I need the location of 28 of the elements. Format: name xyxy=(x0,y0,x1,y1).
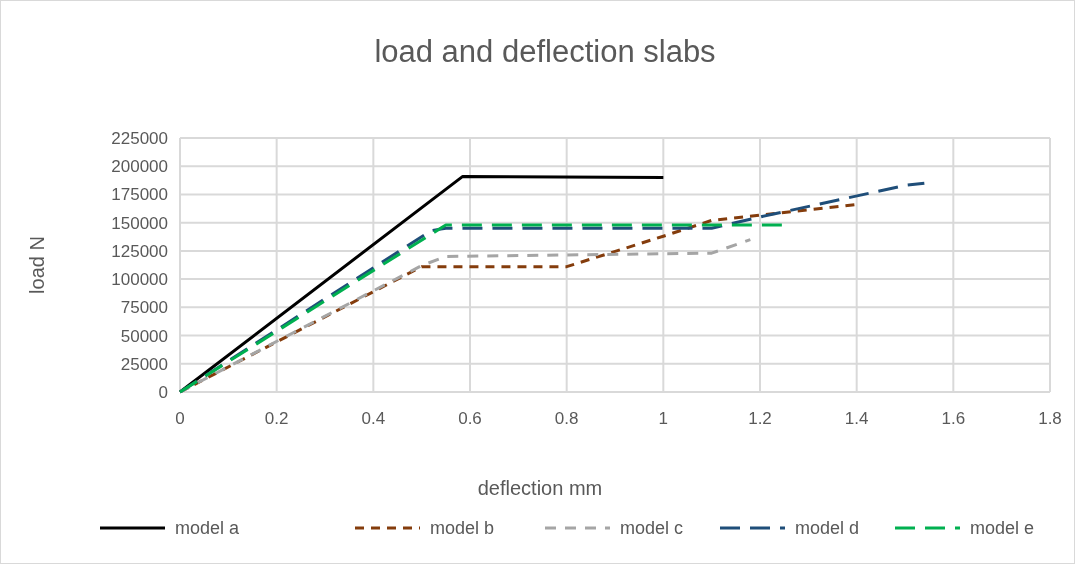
y-tick-label: 200000 xyxy=(111,157,168,177)
x-tick-label: 1.8 xyxy=(1038,409,1062,428)
y-tick-label: 125000 xyxy=(111,241,168,261)
x-tick-label: 1.6 xyxy=(941,409,966,428)
x-tick-label: 1.2 xyxy=(748,409,772,428)
legend-label: model b xyxy=(430,518,495,539)
y-tick-label: 75000 xyxy=(120,298,168,318)
x-tick-label: 0 xyxy=(175,409,185,428)
legend-label: model a xyxy=(175,518,241,539)
y-tick-label: 150000 xyxy=(111,213,168,233)
legend-label: model d xyxy=(795,518,860,539)
x-tick-label: 0.2 xyxy=(264,409,289,428)
legend-label: model e xyxy=(970,518,1035,539)
y-axis-title: load N xyxy=(26,236,48,294)
y-tick-label: 0 xyxy=(158,382,168,402)
y-tick-label: 100000 xyxy=(111,270,168,290)
chart-title: load and deflection slabs xyxy=(374,34,716,69)
y-tick-label: 25000 xyxy=(120,354,168,374)
x-tick-label: 1.4 xyxy=(844,409,869,428)
x-tick-label: 0.8 xyxy=(554,409,579,428)
y-tick-label: 50000 xyxy=(120,326,168,346)
x-tick-label: 1 xyxy=(658,409,669,428)
legend-label: model c xyxy=(620,518,684,539)
x-tick-label: 0.4 xyxy=(361,409,386,428)
x-axis-title: deflection mm xyxy=(477,477,603,499)
y-tick-label: 225000 xyxy=(111,128,168,148)
y-tick-label: 175000 xyxy=(111,185,168,205)
x-tick-label: 0.6 xyxy=(458,409,482,428)
